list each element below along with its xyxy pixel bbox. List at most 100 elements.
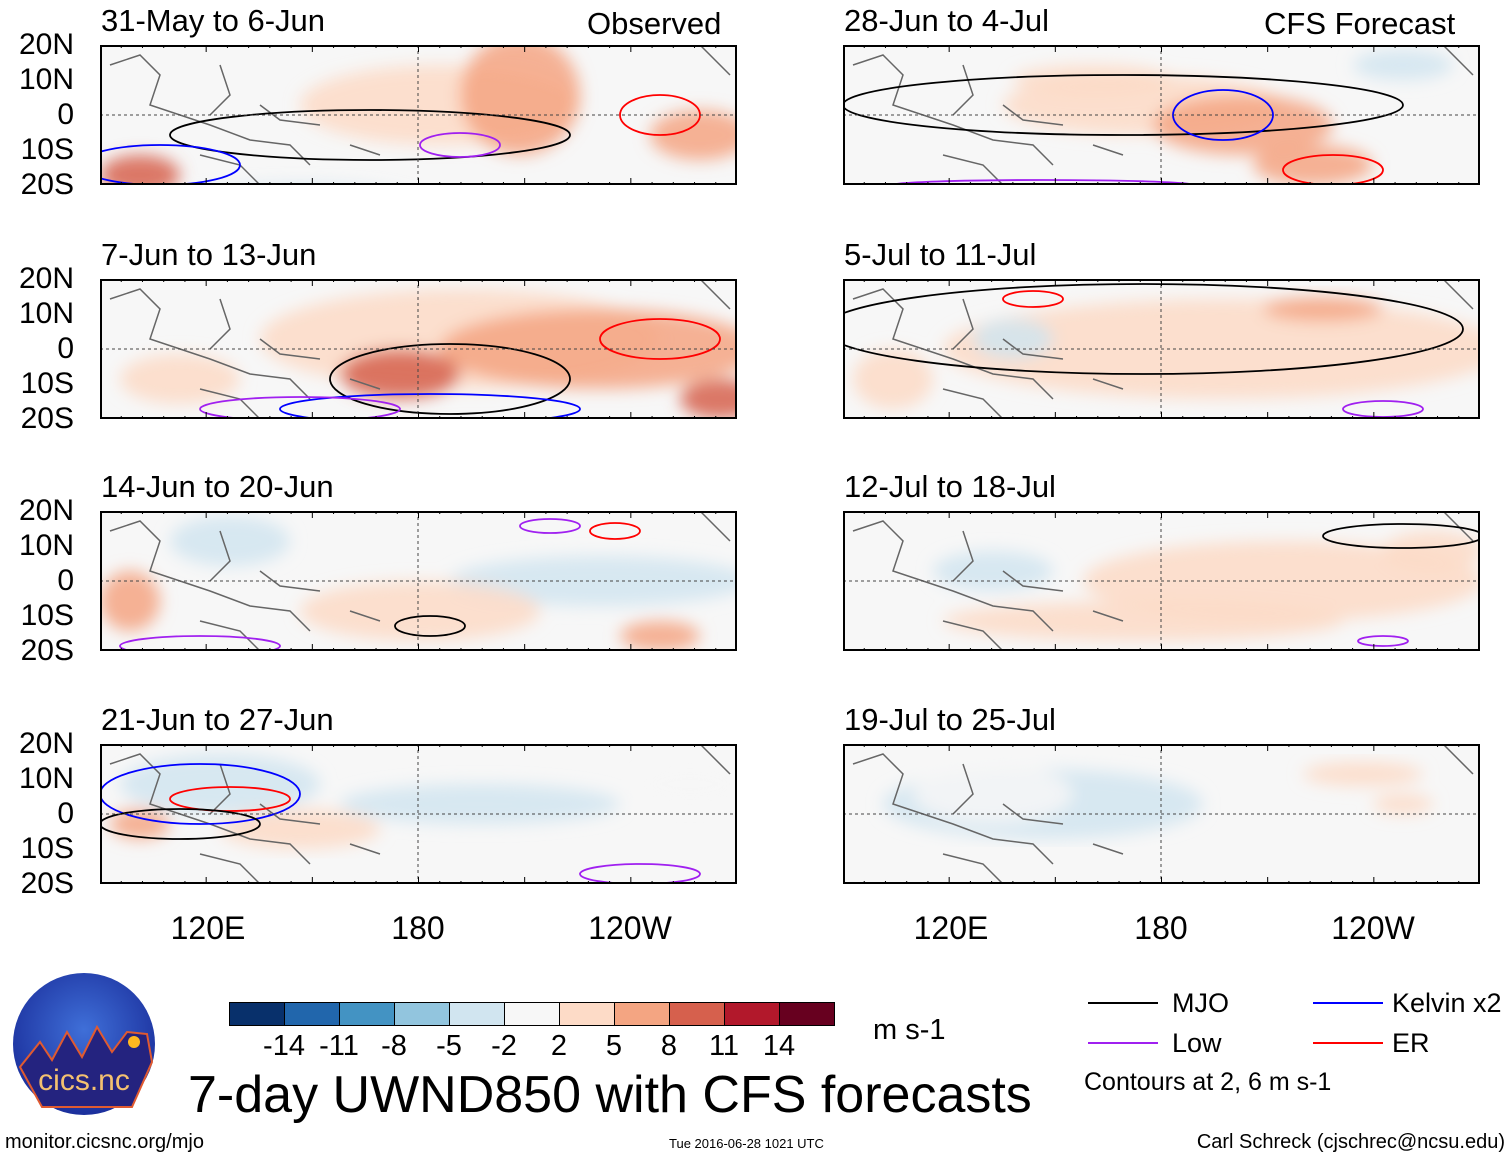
observed-label: Observed [587,6,722,41]
contour-line [419,132,501,158]
contour-line [589,522,641,540]
panel-frame [843,279,1480,419]
panel-frame [100,744,737,884]
map-panel [843,45,1480,185]
map-panel [100,279,737,419]
colorbar-label: 5 [605,1030,623,1062]
legend-er-line [1313,1042,1383,1044]
panel-title: 31-May to 6-Jun [101,3,325,38]
map-panel [100,511,737,651]
panel-title: 12-Jul to 18-Jul [844,469,1056,504]
colorbar-label: -5 [436,1030,462,1062]
legend-er-label: ER [1392,1028,1430,1058]
y-tick-label: 10N [18,63,74,96]
colorbar-label: 2 [550,1030,568,1062]
panel-title: 21-Jun to 27-Jun [101,702,334,737]
contour-line [279,393,581,419]
contour-line [394,615,466,637]
wind-anomaly-region [853,349,933,409]
colorbar-swatch [724,1002,780,1026]
y-tick-label: 20S [20,168,74,201]
x-tick-label: 120E [913,910,989,946]
y-tick-label: 10S [20,832,74,865]
legend-low-line [1088,1042,1158,1044]
colorbar-swatch [449,1002,505,1026]
contour-line [843,283,1464,375]
colorbar-units: m s-1 [873,1014,946,1046]
colorbar-swatch [339,1002,395,1026]
colorbar-label: 11 [708,1030,740,1062]
colorbar-label: -8 [381,1030,407,1062]
legend-mjo-label: MJO [1172,988,1229,1018]
wind-anomaly-region [340,349,460,399]
contour-note: Contours at 2, 6 m s-1 [1084,1068,1332,1096]
wind-anomaly-region [1013,65,1173,95]
footer-url[interactable]: monitor.cicsnc.org/mjo [5,1131,204,1153]
wind-anomaly-region [120,354,240,404]
y-tick-label: 10N [18,762,74,795]
y-tick-label: 20S [20,867,74,900]
y-tick-label: 10S [20,133,74,166]
y-tick-label: 0 [57,797,74,830]
wind-anomaly-region [100,571,160,631]
colorbar-swatch [779,1002,835,1026]
wind-anomaly-region [1263,297,1383,321]
map-panel [843,744,1480,884]
contour-line [100,808,261,840]
wind-anomaly-region [640,764,737,804]
legend-kelvin-label: Kelvin x2 [1392,988,1502,1018]
wind-anomaly-region [100,155,180,185]
panel-frame [100,45,737,185]
wind-anomaly-region [933,551,1053,591]
x-tick-label: 120W [588,910,672,946]
panel-frame [100,511,737,651]
footer-author: Carl Schreck (cjschrec@ncsu.edu) [1196,1131,1505,1153]
x-tick-label: 180 [1134,910,1188,946]
y-tick-label: 10N [18,297,74,330]
contour-line [1282,154,1384,185]
contour-line [599,318,721,360]
y-tick-label: 0 [57,98,74,131]
contour-line [892,179,1194,185]
colorbar-swatch [229,1002,285,1026]
cics-logo: cics.nc [12,972,157,1117]
wind-anomaly-region [973,319,1053,359]
contour-line [169,109,571,161]
y-tick-label: 10S [20,367,74,400]
colorbar-label: -2 [491,1030,517,1062]
contour-line [100,763,301,825]
panel-frame [100,279,737,419]
wind-anomaly-region [1303,762,1423,786]
svg-text:cics.nc: cics.nc [38,1064,130,1097]
contour-line [169,786,291,812]
panel-title: 7-Jun to 13-Jun [101,237,317,272]
y-tick-label: 20N [18,262,74,295]
panel-title: 19-Jul to 25-Jul [844,702,1056,737]
panel-frame [843,744,1480,884]
colorbar-swatch [394,1002,450,1026]
panel-frame [843,45,1480,185]
y-tick-label: 10N [18,529,74,562]
panel-title: 28-Jun to 4-Jul [844,3,1050,38]
x-tick-label: 120E [170,910,246,946]
x-tick-label: 180 [391,910,445,946]
x-tick-label: 120W [1331,910,1415,946]
wind-anomaly-region [1153,95,1333,155]
y-tick-label: 0 [57,564,74,597]
wind-anomaly-region [1353,50,1453,80]
map-panel [100,45,737,185]
map-panel [843,279,1480,419]
contour-line [119,635,281,651]
figure-title: 7-day UWND850 with CFS forecasts [188,1066,1032,1124]
contour-line [199,396,401,419]
colorbar-swatch [504,1002,560,1026]
wind-anomaly-region [220,809,380,849]
wind-anomaly-region [1253,145,1373,185]
colorbar-label: -11 [319,1030,359,1062]
wind-anomaly-region [170,516,290,566]
wind-anomaly-region [943,601,1343,641]
y-tick-label: 10S [20,599,74,632]
contour-line [100,144,241,185]
wind-anomaly-region [1373,794,1433,814]
